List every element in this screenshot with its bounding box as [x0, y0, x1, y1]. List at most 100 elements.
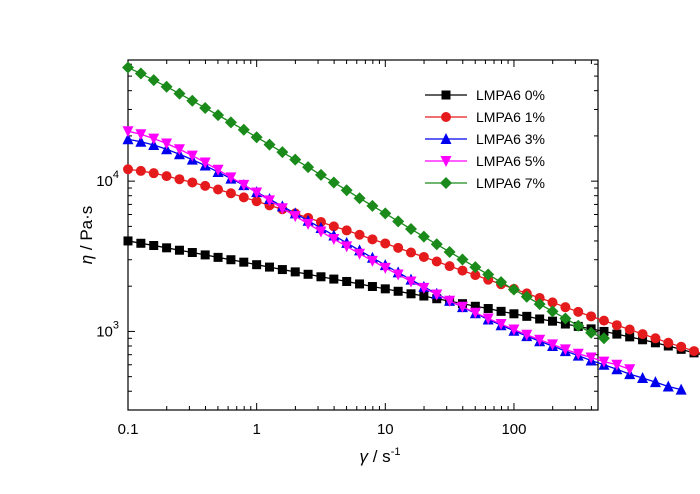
data-point [367, 234, 378, 245]
data-point [199, 101, 212, 114]
data-point [290, 267, 300, 277]
legend-item: LMPA6 1% [425, 109, 545, 125]
data-point [417, 230, 430, 243]
data-point [212, 109, 225, 122]
data-point [521, 329, 533, 341]
legend-item: LMPA6 3% [425, 131, 545, 147]
data-point [456, 253, 469, 266]
data-point [637, 371, 649, 383]
data-point [302, 161, 315, 174]
data-point [328, 221, 339, 232]
data-point [354, 248, 366, 260]
data-point [367, 282, 377, 292]
data-point [237, 123, 250, 136]
data-point [534, 334, 546, 346]
data-point [315, 216, 326, 227]
data-point [444, 261, 455, 272]
data-point [405, 276, 417, 288]
data-point [547, 339, 559, 351]
data-point [342, 276, 352, 286]
data-point [315, 226, 327, 238]
series-2 [122, 133, 687, 395]
x-tick-label: 0.1 [118, 421, 139, 438]
data-point [250, 131, 263, 144]
data-point [419, 291, 429, 301]
data-point [443, 245, 456, 258]
data-point [585, 326, 598, 339]
data-point [289, 153, 302, 166]
data-point [186, 150, 198, 162]
data-point [548, 316, 558, 326]
x-tick-label: 10 [377, 421, 394, 438]
data-point [611, 320, 622, 331]
data-point [200, 250, 210, 260]
data-point [535, 314, 545, 324]
data-point [675, 383, 687, 395]
data-point [392, 269, 404, 281]
data-point [650, 333, 661, 344]
data-point [161, 171, 172, 182]
data-point [149, 241, 159, 251]
data-point [689, 346, 700, 357]
data-point [276, 146, 289, 159]
y-axis-label: η / Pa·s [77, 206, 96, 265]
data-point [354, 229, 365, 240]
x-tick-label: 100 [501, 421, 526, 438]
data-point [663, 337, 674, 348]
data-point [572, 319, 585, 332]
data-point [560, 302, 571, 313]
data-point [393, 242, 404, 253]
data-point [431, 289, 443, 301]
data-point [366, 255, 378, 267]
data-point [277, 265, 287, 275]
data-point [457, 265, 468, 276]
legend-label: LMPA6 1% [476, 109, 545, 125]
data-point [251, 196, 262, 207]
series-line [127, 130, 630, 370]
y-axis-unit: / Pa·s [77, 206, 96, 255]
legend-label: LMPA6 7% [476, 175, 545, 191]
data-point [122, 61, 134, 74]
x-axis-unit: / s [368, 447, 391, 466]
x-axis-unit-exponent: -1 [391, 446, 401, 458]
x-tick-label: 1 [252, 421, 260, 438]
series-4 [122, 61, 610, 345]
data-point [187, 248, 197, 258]
data-point [302, 218, 314, 230]
data-point [508, 324, 520, 336]
data-point [483, 304, 493, 314]
legend-item: LMPA6 5% [425, 153, 545, 169]
ticks-layer: 0.1 1 10 100 103 104 [96, 60, 598, 438]
data-point [559, 312, 572, 325]
data-point [136, 238, 146, 248]
data-point [353, 192, 366, 205]
data-point [251, 187, 263, 199]
legend-marker [441, 90, 451, 100]
data-point [135, 135, 147, 147]
data-point [469, 307, 481, 319]
data-point [148, 168, 159, 179]
data-point [213, 184, 224, 195]
data-point [252, 260, 262, 270]
data-point [509, 309, 519, 319]
data-point [431, 256, 442, 267]
data-point [573, 306, 584, 317]
data-point [482, 313, 494, 325]
data-point [469, 261, 482, 274]
data-point [225, 188, 236, 199]
data-point [134, 67, 147, 80]
x-axis-symbol: γ [360, 447, 370, 466]
series-3 [122, 126, 636, 376]
data-point [586, 311, 597, 322]
data-point [649, 376, 661, 388]
data-point [470, 301, 480, 311]
data-point [314, 168, 327, 181]
data-point [174, 245, 184, 255]
data-point [147, 74, 160, 87]
data-point [341, 225, 352, 236]
data-point [355, 279, 365, 289]
y-tick-label: 103 [96, 319, 119, 340]
data-point [264, 195, 276, 207]
legend-item: LMPA6 7% [425, 175, 545, 191]
data-point [624, 324, 635, 335]
